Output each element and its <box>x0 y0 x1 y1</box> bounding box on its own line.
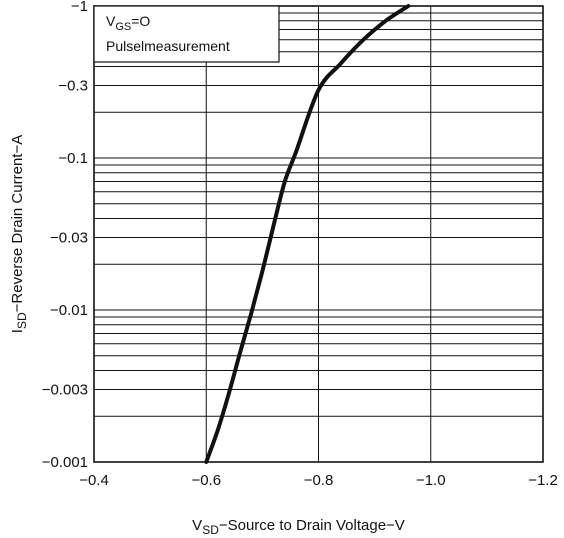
x-axis-text: −Source to Drain Voltage−V <box>219 517 405 534</box>
y-axis-symbol: I <box>9 329 26 333</box>
y-tick-label: −0.01 <box>50 302 88 319</box>
condition-vgs-value: =O <box>131 13 150 29</box>
y-axis-title: ISD−Reverse Drain Current−A <box>9 135 29 333</box>
y-axis-subscript: SD <box>15 312 29 329</box>
x-tick-label: −0.6 <box>191 472 221 489</box>
y-tick-label: −0.003 <box>42 381 88 398</box>
x-axis-title: VSD−Source to Drain Voltage−V <box>192 517 405 537</box>
condition-pulse: Pulselmeasurement <box>106 38 230 54</box>
y-tick-labels: −0.001 −0.003 −0.01 −0.03 −0.1 −0.3 −1 <box>42 0 88 471</box>
x-tick-label: −1.0 <box>416 472 446 489</box>
x-tick-label: −0.4 <box>79 472 109 489</box>
y-tick-label: −0.03 <box>50 229 88 246</box>
x-axis-symbol: V <box>192 517 202 534</box>
condition-vgs: VGS=O <box>106 13 150 33</box>
x-tick-label: −0.8 <box>304 472 334 489</box>
x-axis-subscript: SD <box>202 523 219 537</box>
y-tick-label: −1 <box>71 0 88 15</box>
y-tick-label: −0.1 <box>58 150 88 167</box>
grid <box>93 6 544 463</box>
x-tick-label: −1.2 <box>528 472 558 489</box>
x-tick-labels: −0.4 −0.6 −0.8 −1.0 −1.2 <box>79 472 558 489</box>
data-series-line <box>204 4 411 464</box>
condition-box-frame <box>93 5 280 63</box>
y-tick-label: −0.001 <box>42 454 88 471</box>
y-axis-text: −Reverse Drain Current−A <box>9 135 26 313</box>
condition-vgs-subscript: GS <box>115 21 131 33</box>
condition-vgs-symbol: V <box>106 13 116 29</box>
plot-frame <box>93 5 544 463</box>
condition-box: VGS=O Pulselmeasurement <box>93 5 280 63</box>
y-tick-label: −0.3 <box>58 77 88 94</box>
